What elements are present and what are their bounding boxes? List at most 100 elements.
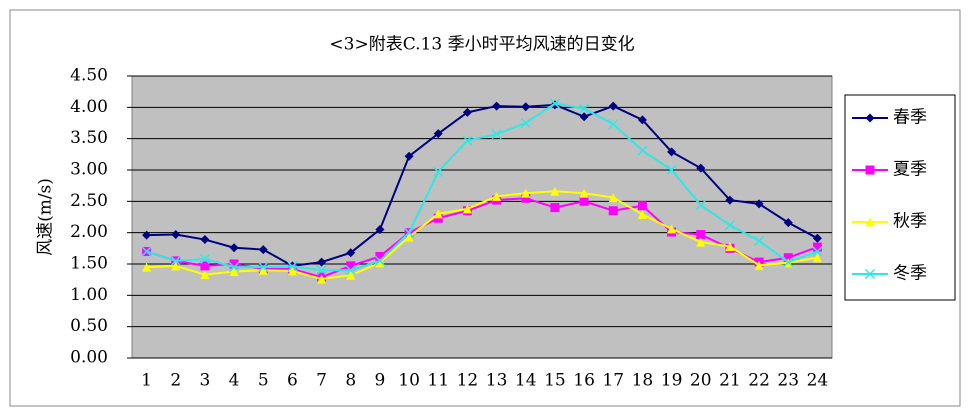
marker	[171, 261, 181, 271]
marker	[433, 166, 444, 177]
marker	[375, 251, 385, 261]
legend-marker	[864, 268, 876, 280]
marker	[637, 209, 647, 219]
marker	[521, 188, 531, 198]
marker	[608, 193, 618, 203]
marker	[550, 100, 560, 110]
marker	[725, 241, 735, 251]
marker	[608, 101, 618, 111]
plot-area	[131, 75, 833, 359]
y-tick-label: 3.50	[70, 128, 108, 148]
marker	[404, 151, 414, 161]
marker	[812, 246, 823, 257]
marker	[200, 235, 210, 245]
marker	[316, 265, 327, 276]
x-tick-label: 19	[661, 371, 683, 391]
marker	[258, 245, 268, 255]
marker	[608, 206, 618, 216]
x-tick-label: 22	[748, 371, 770, 391]
marker	[521, 193, 531, 203]
y-tick-label: 1.00	[70, 285, 108, 305]
x-tick-label: 7	[316, 371, 327, 391]
marker	[141, 246, 152, 257]
marker	[346, 270, 356, 280]
x-tick-label: 12	[457, 371, 479, 391]
marker	[608, 119, 619, 130]
y-axis-label: 风速(m/s)	[36, 178, 56, 256]
marker	[579, 196, 589, 206]
marker	[258, 262, 269, 273]
series-line	[146, 102, 818, 272]
marker	[200, 261, 210, 271]
marker	[433, 209, 443, 219]
marker	[550, 203, 560, 213]
marker	[812, 253, 822, 263]
x-tick-label: 2	[170, 371, 181, 391]
marker	[374, 255, 385, 266]
marker	[462, 204, 472, 214]
marker	[375, 225, 385, 235]
marker	[404, 227, 415, 238]
marker	[549, 98, 560, 109]
x-tick-label: 18	[632, 371, 654, 391]
marker	[783, 218, 793, 228]
legend-label: 冬季	[893, 264, 927, 284]
marker	[375, 258, 385, 268]
marker	[287, 261, 298, 272]
marker	[229, 267, 239, 277]
marker	[667, 224, 677, 234]
legend-label: 春季	[893, 108, 927, 128]
marker	[317, 274, 327, 284]
marker	[462, 107, 472, 117]
marker	[754, 235, 765, 246]
marker	[783, 257, 794, 268]
x-tick-label: 21	[719, 371, 741, 391]
series-line	[146, 190, 818, 281]
marker	[520, 117, 531, 129]
y-tick-label: 4.50	[70, 66, 108, 86]
marker	[637, 201, 647, 211]
marker	[171, 230, 181, 240]
y-tick-label: 2.00	[70, 222, 108, 242]
marker	[491, 129, 502, 140]
marker	[550, 186, 560, 196]
marker	[317, 257, 327, 267]
marker	[492, 191, 502, 201]
series-line	[146, 103, 818, 267]
y-tick-label: 3.00	[70, 160, 108, 180]
x-tick-label: 23	[777, 371, 799, 391]
marker	[346, 261, 356, 271]
x-tick-label: 9	[375, 371, 386, 391]
marker	[696, 230, 706, 240]
marker	[812, 242, 822, 252]
x-tick-label: 24	[807, 371, 829, 391]
marker	[404, 232, 414, 242]
marker	[142, 230, 152, 240]
marker	[754, 260, 764, 270]
x-tick-label: 13	[486, 371, 508, 391]
marker	[579, 188, 589, 198]
legend-label: 秋季	[893, 212, 927, 232]
legend-box	[844, 94, 956, 301]
x-tick-label: 15	[544, 371, 566, 391]
marker	[637, 115, 647, 125]
marker	[492, 101, 502, 111]
marker	[199, 253, 210, 265]
x-tick-label: 17	[602, 371, 624, 391]
marker	[696, 163, 706, 173]
marker	[666, 164, 677, 176]
marker	[783, 253, 793, 263]
legend-marker	[865, 113, 875, 123]
y-tick-label: 1.50	[70, 254, 108, 274]
x-tick-label: 3	[200, 371, 211, 391]
marker	[462, 135, 473, 146]
marker	[724, 220, 735, 231]
x-tick-label: 5	[258, 371, 269, 391]
marker	[521, 102, 531, 112]
marker	[754, 199, 764, 209]
x-tick-label: 1	[141, 371, 152, 391]
marker	[170, 255, 181, 266]
marker	[229, 243, 239, 253]
y-tick-label: 0.50	[70, 316, 108, 336]
